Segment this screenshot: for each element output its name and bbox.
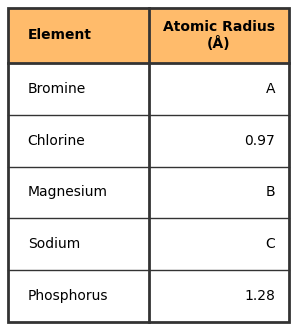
- Text: Atomic Radius
(Å): Atomic Radius (Å): [163, 20, 275, 51]
- Text: 1.28: 1.28: [244, 289, 275, 303]
- Bar: [8, 270, 289, 322]
- Text: Phosphorus: Phosphorus: [28, 289, 108, 303]
- Bar: [8, 167, 289, 218]
- Text: Element: Element: [28, 28, 92, 43]
- Text: Chlorine: Chlorine: [28, 134, 86, 148]
- Bar: [8, 63, 289, 115]
- Text: Bromine: Bromine: [28, 82, 86, 96]
- Text: C: C: [265, 237, 275, 251]
- Text: Sodium: Sodium: [28, 237, 80, 251]
- Bar: [8, 8, 289, 63]
- Bar: [8, 115, 289, 167]
- Text: B: B: [265, 185, 275, 199]
- Text: A: A: [266, 82, 275, 96]
- Bar: [8, 218, 289, 270]
- Text: Magnesium: Magnesium: [28, 185, 108, 199]
- Text: 0.97: 0.97: [244, 134, 275, 148]
